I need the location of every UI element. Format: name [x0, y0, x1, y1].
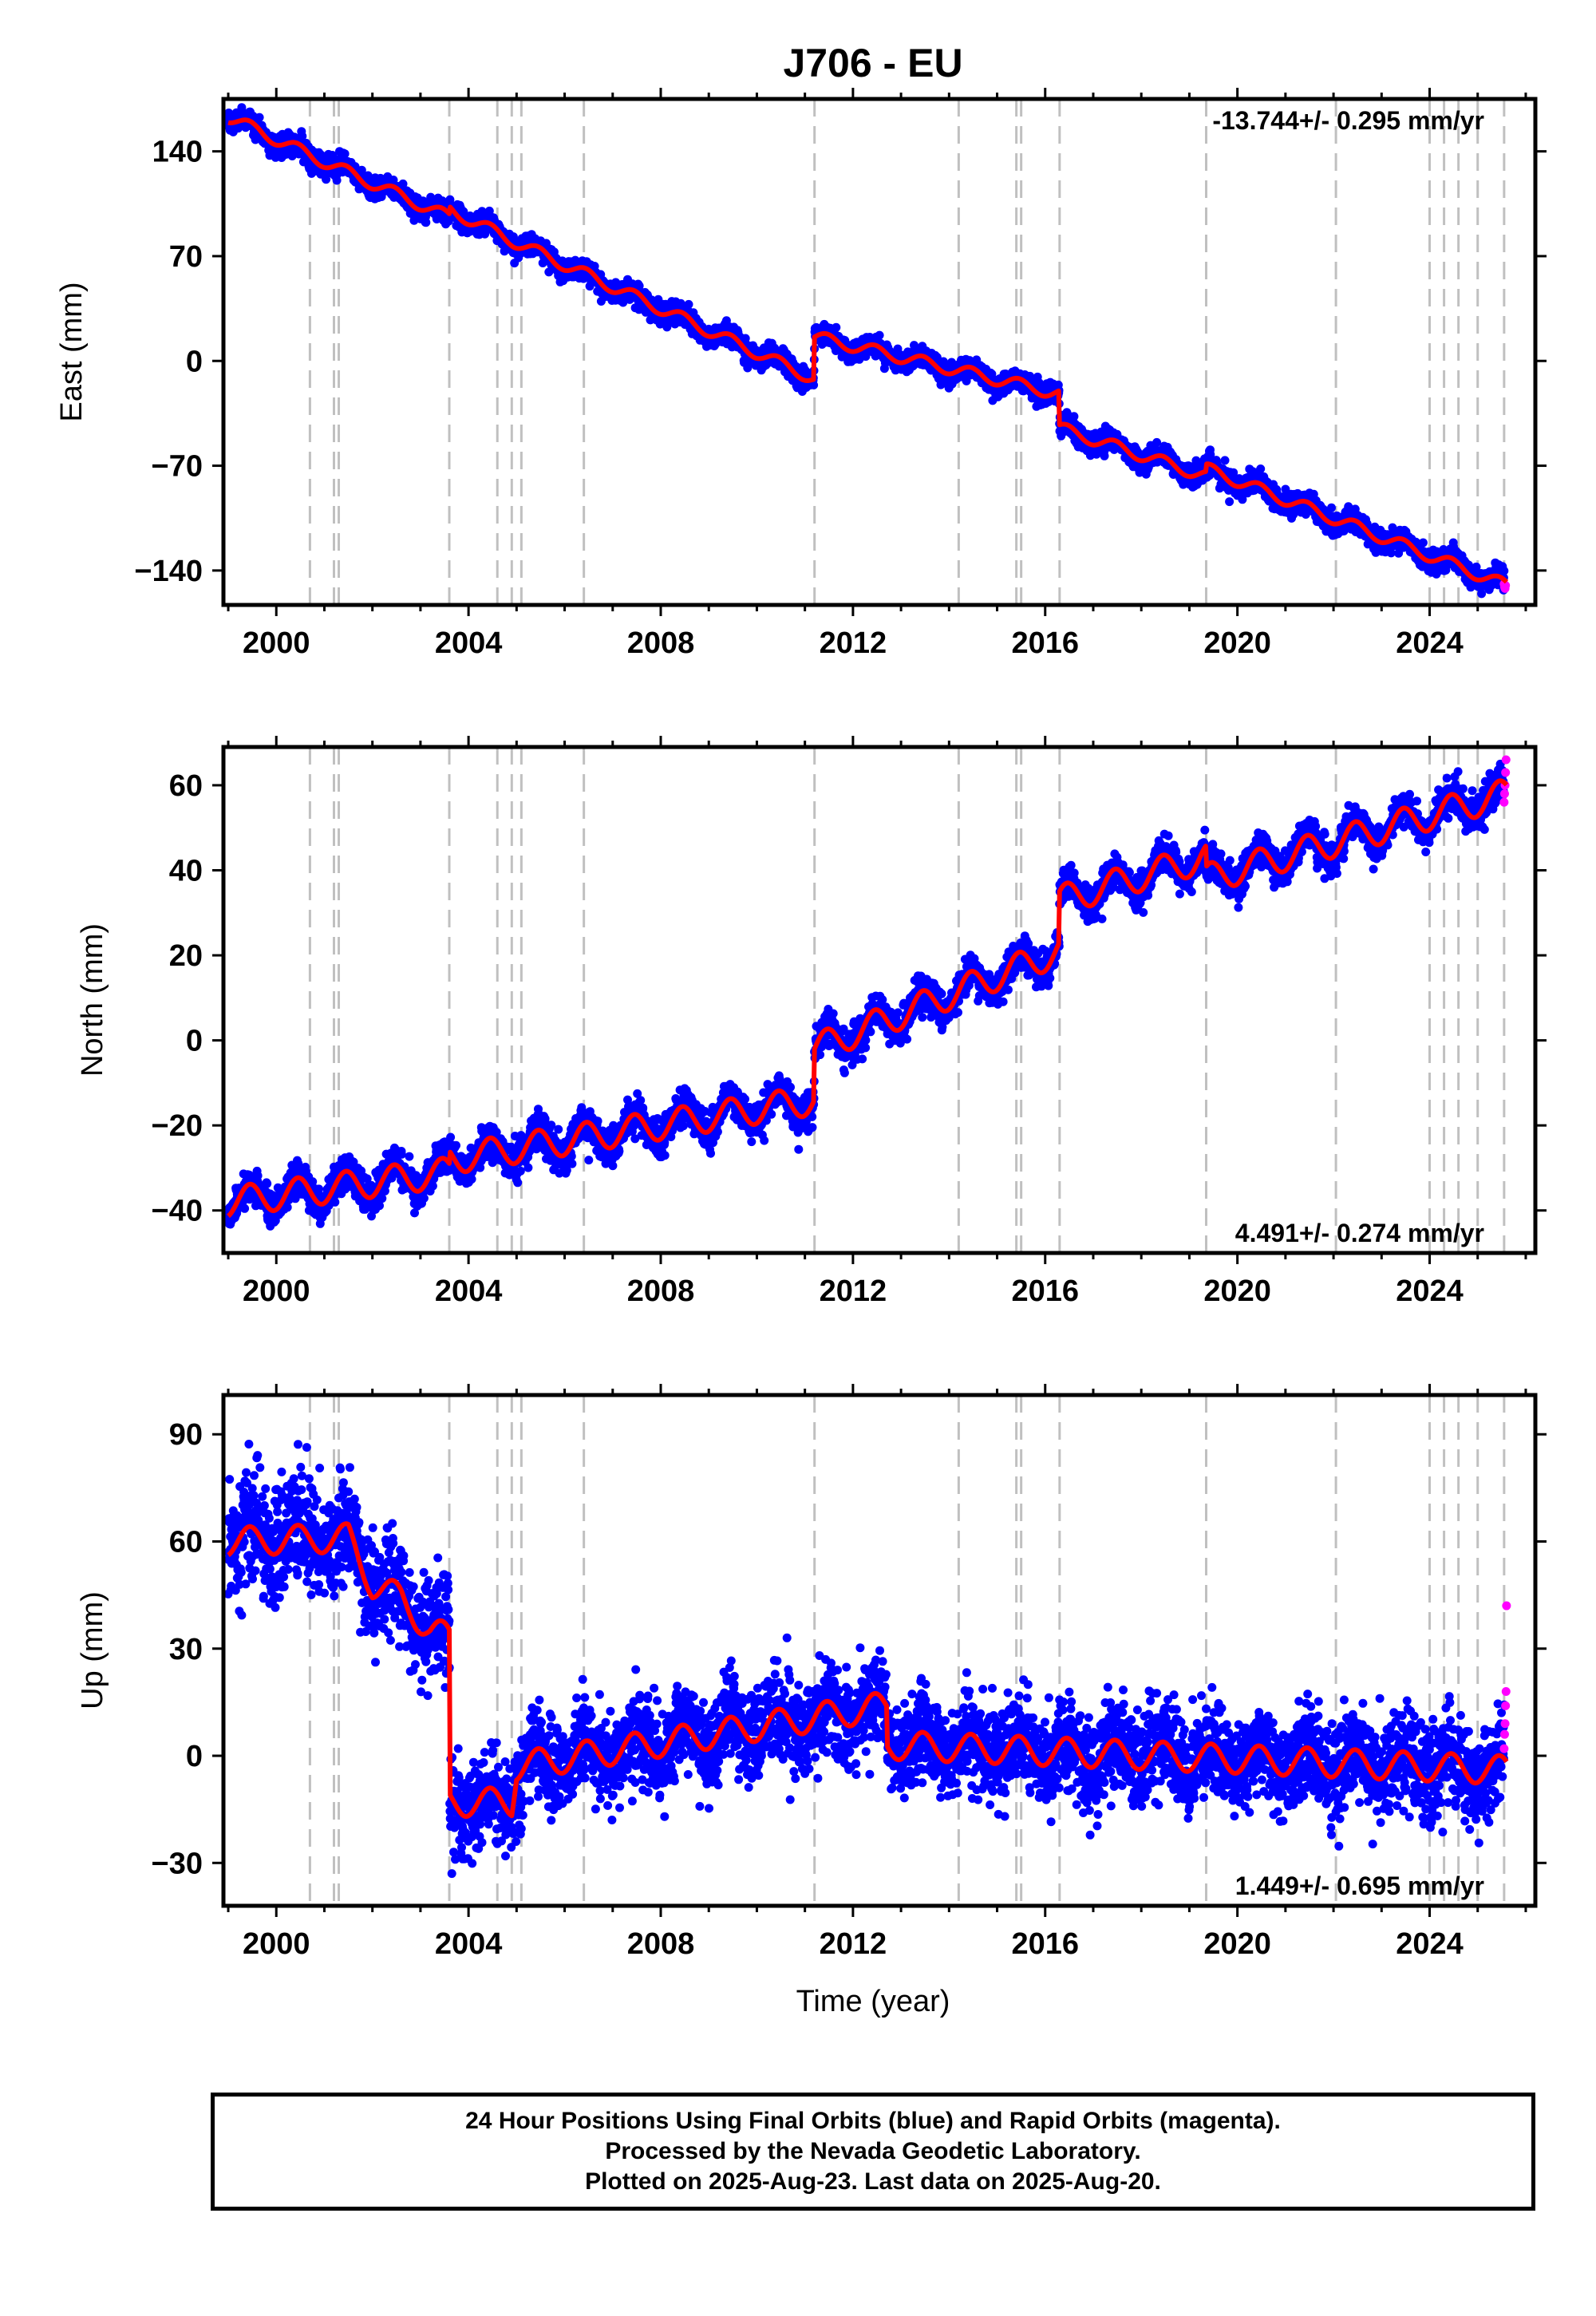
panel-east: 2000 2004 2008 2012 2016 2020 2024 −140 −70 0 70 14…	[55, 88, 1547, 660]
series-final-orbits	[223, 759, 1509, 1231]
x-tick-label: 2008	[627, 626, 695, 660]
x-tick-label: 2004	[435, 626, 503, 660]
y-tick-label: −70	[152, 450, 203, 484]
data-point	[1220, 456, 1230, 465]
data-point	[240, 1203, 250, 1213]
x-tick-label: 2000	[243, 626, 310, 660]
data-point	[1418, 538, 1428, 547]
data-point	[1100, 451, 1109, 460]
y-tick-label: −140	[134, 555, 203, 588]
data-point	[1327, 503, 1336, 512]
x-axis: 2000 2004 2008 2012 2016 2020 2024	[227, 88, 1527, 660]
data-point	[340, 149, 350, 159]
y-axis-label: East (mm)	[55, 282, 89, 421]
data-point	[1225, 497, 1235, 507]
event-lines	[308, 99, 1506, 605]
y-tick-label: 70	[169, 240, 203, 274]
x-tick-label: 2016	[1011, 626, 1079, 660]
x-tick-label: 2012	[820, 626, 887, 660]
chart-title: J706 - EU	[783, 41, 962, 85]
data-point	[255, 113, 264, 122]
rate-label: -13.744+/- 0.295 mm/yr	[1212, 106, 1484, 135]
y-tick-label: 0	[186, 345, 203, 378]
data-point	[1477, 589, 1487, 599]
data-point	[1069, 412, 1079, 421]
panel-north: 2000 2004 2008 2012 2016 2020 2024−40−20020406…	[76, 736, 1547, 1308]
x-tick-label: 2020	[1203, 626, 1271, 660]
series-final-orbits	[223, 103, 1509, 599]
data-point	[332, 176, 342, 185]
data-point	[398, 179, 408, 188]
data-point	[684, 299, 693, 309]
data-point	[1256, 464, 1266, 473]
y-tick-label: 140	[152, 136, 203, 169]
data-point	[875, 330, 884, 340]
data-point	[1499, 566, 1509, 575]
data-point	[298, 132, 307, 141]
data-point	[445, 195, 455, 204]
data-point	[421, 218, 431, 227]
data-point	[832, 322, 841, 332]
x-tick-label: 2024	[1396, 626, 1464, 660]
